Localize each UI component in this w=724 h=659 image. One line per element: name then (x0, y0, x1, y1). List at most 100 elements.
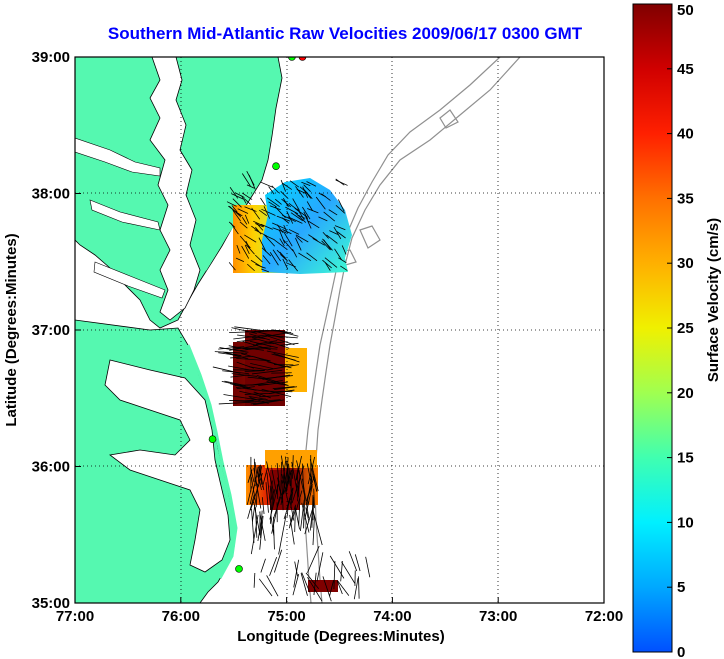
velocity-arrow (335, 179, 348, 186)
velocity-arrow (244, 392, 273, 395)
velocity-arrow (253, 220, 265, 227)
velocity-arrow (265, 334, 298, 339)
velocity-arrow (300, 499, 305, 531)
velocity-arrow (272, 249, 281, 262)
velocity-arrow (274, 549, 283, 573)
velocity-arrow (239, 235, 251, 249)
velocity-arrow (267, 364, 299, 371)
velocity-arrow (241, 245, 250, 259)
velocity-arrow (230, 383, 257, 391)
velocity-arrow (255, 223, 264, 228)
velocity-arrow (292, 248, 298, 258)
velocity-arrow (324, 262, 331, 271)
velocity-arrow (278, 515, 287, 555)
velocity-arrow (244, 244, 250, 255)
velocity-arrow (322, 576, 332, 602)
velocity-arrow (268, 186, 275, 195)
velocity-arrow (249, 333, 271, 341)
y-axis-label: Latitude (Degrees:Minutes) (3, 233, 20, 426)
velocity-arrow (279, 238, 285, 247)
velocity-arrow (253, 501, 260, 532)
velocity-arrow (300, 573, 308, 596)
velocity-arrow (307, 577, 323, 602)
colorbar-tick-label: 35 (677, 190, 694, 207)
velocity-arrow (233, 334, 266, 340)
velocity-arrow (269, 341, 290, 349)
velocity-arrow (294, 561, 298, 577)
velocity-arrow (226, 353, 249, 360)
velocity-arrow (247, 263, 255, 272)
velocity-arrow (305, 507, 310, 522)
velocity-arrow (321, 240, 331, 250)
chesapeake-bay (149, 57, 201, 321)
velocity-arrow (266, 197, 280, 208)
velocity-arrow (295, 490, 303, 511)
velocity-arrow (261, 268, 270, 273)
velocity-arrow (241, 173, 251, 187)
south-patch-top (265, 450, 317, 468)
river-1 (75, 137, 161, 177)
colorbar-tick-label: 15 (677, 450, 694, 467)
velocity-arrow (285, 457, 289, 493)
velocity-arrow (269, 252, 279, 266)
velocity-arrow (271, 467, 278, 494)
velocity-arrow (294, 212, 307, 223)
y-tick-labels: 39:00 38:00 37:00 36:00 35:00 (32, 49, 81, 612)
velocity-arrow (341, 245, 347, 255)
velocity-arrow (241, 195, 247, 204)
velocity-arrow (244, 206, 257, 212)
velocity-arrow (278, 229, 286, 244)
velocity-arrow (290, 212, 304, 222)
velocity-arrow (231, 327, 257, 334)
velocity-arrow (312, 476, 318, 492)
x-tick-label: 72:00 (585, 608, 623, 625)
velocity-arrow (266, 575, 279, 597)
velocity-arrow (242, 341, 271, 351)
velocity-arrow (262, 255, 271, 265)
velocity-arrow (224, 380, 246, 387)
velocity-arrow (305, 572, 319, 589)
velocity-arrow (302, 186, 309, 198)
velocity-arrow (221, 380, 251, 389)
river-3 (93, 261, 166, 299)
velocity-arrow (266, 472, 272, 511)
velocity-arrow (274, 386, 298, 390)
velocity-arrow (329, 580, 334, 597)
colorbar-tick-label: 30 (677, 255, 694, 272)
velocity-arrow (282, 198, 289, 208)
velocity-arrow (335, 204, 346, 214)
velocity-arrow (280, 254, 288, 261)
velocity-arrow (291, 465, 305, 504)
velocity-arrow (260, 558, 266, 573)
colorbar-tick-label: 0 (677, 644, 685, 659)
velocity-arrow (323, 211, 336, 222)
velocity-arrow (337, 199, 345, 212)
velocity-arrow (235, 400, 257, 403)
velocity-arrow (312, 238, 325, 246)
velocity-arrow (294, 207, 308, 218)
velocity-arrow (222, 370, 249, 374)
velocity-arrow (315, 196, 326, 210)
velocity-arrow (295, 186, 304, 198)
velocity-arrow (230, 374, 250, 378)
colorbar-tick-label: 40 (677, 126, 694, 143)
velocity-arrow (341, 561, 356, 584)
velocity-arrow (247, 494, 255, 519)
y-tick-label: 36:00 (32, 459, 70, 476)
velocity-arrow (307, 220, 320, 229)
velocity-arrow (302, 206, 311, 220)
velocity-arrow (259, 464, 263, 485)
velocity-arrow (281, 182, 293, 190)
velocity-arrow (269, 485, 273, 500)
velocity-arrow (257, 469, 262, 491)
velocity-arrow (268, 201, 277, 208)
velocity-arrow (260, 181, 274, 188)
velocity-arrow (232, 209, 241, 222)
velocity-arrow (289, 514, 295, 545)
velocity-arrow (334, 248, 342, 261)
velocity-arrow (281, 480, 284, 511)
velocity-arrow (229, 187, 239, 199)
velocity-arrow (324, 257, 338, 268)
